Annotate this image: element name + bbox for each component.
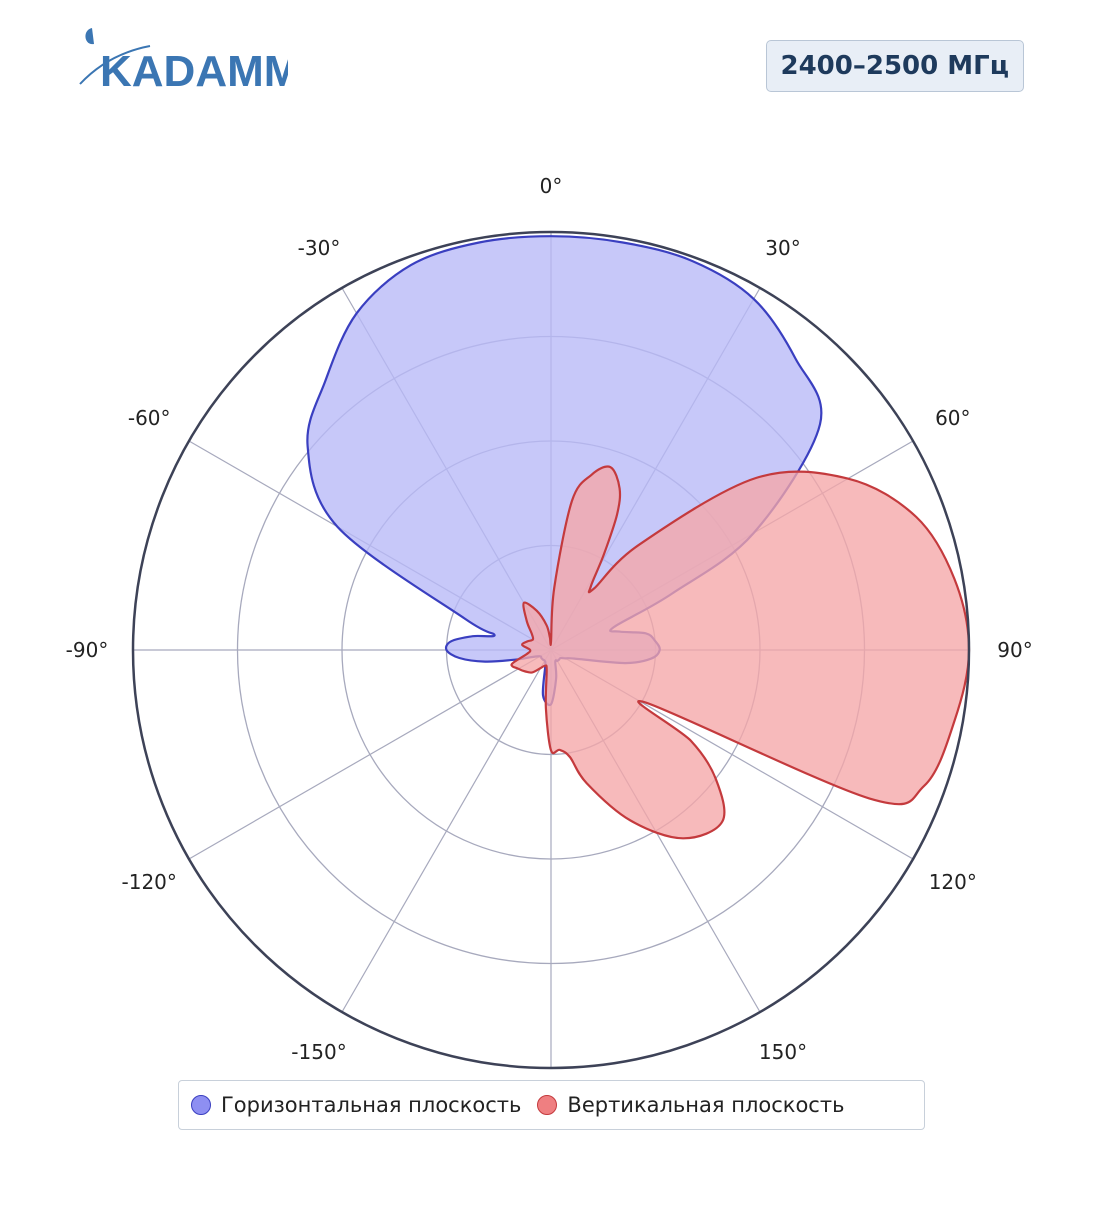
angle-tick-label: 90° (997, 638, 1032, 662)
angle-tick-label: -120° (122, 870, 177, 894)
angle-tick-label: 150° (759, 1040, 807, 1064)
grid-spoke (341, 649, 552, 1013)
grid-spoke (188, 649, 552, 860)
legend: Горизонтальная плоскость Вертикальная пл… (178, 1080, 925, 1130)
angle-tick-label: -30° (298, 236, 341, 260)
angle-tick-label: 0° (540, 174, 563, 198)
polar-radiation-chart: 0° 30° 60° 90° 120° 150° -150° -120° -90° -60° -30… (66, 174, 1033, 1070)
logo-swoosh (79, 45, 151, 85)
legend-label-horizontal: Горизонтальная плоскость (221, 1093, 522, 1117)
legend-item-horizontal[interactable]: Горизонтальная плоскость (191, 1093, 521, 1117)
logo-leaf-icon (85, 28, 94, 45)
series-vertical-plane (510, 465, 971, 840)
frequency-badge: 2400–2500 МГц (765, 40, 1024, 92)
angle-tick-label: 30° (765, 236, 800, 260)
kadamm-logo-graphic: KADAMM (79, 28, 300, 96)
angle-tick-label: 120° (929, 870, 977, 894)
angle-tick-label: -150° (291, 1040, 346, 1064)
series-layer (306, 235, 971, 840)
legend-item-vertical[interactable]: Вертикальная плоскость (537, 1093, 844, 1117)
kadamm-logo: KADAMM (78, 24, 300, 96)
angular-tick-labels: 0° 30° 60° 90° 120° 150° -150° -120° -90° -60° -30… (66, 174, 1033, 1064)
legend-label-vertical: Вертикальная плоскость (567, 1093, 845, 1117)
outer-ring (131, 230, 971, 1070)
legend-swatch-horizontal (191, 1095, 211, 1115)
angle-tick-label: -90° (66, 638, 109, 662)
logo-text: KADAMM (100, 47, 288, 94)
angle-tick-label: -60° (128, 406, 171, 430)
legend-swatch-vertical (537, 1095, 558, 1115)
angle-tick-label: 60° (935, 406, 970, 430)
